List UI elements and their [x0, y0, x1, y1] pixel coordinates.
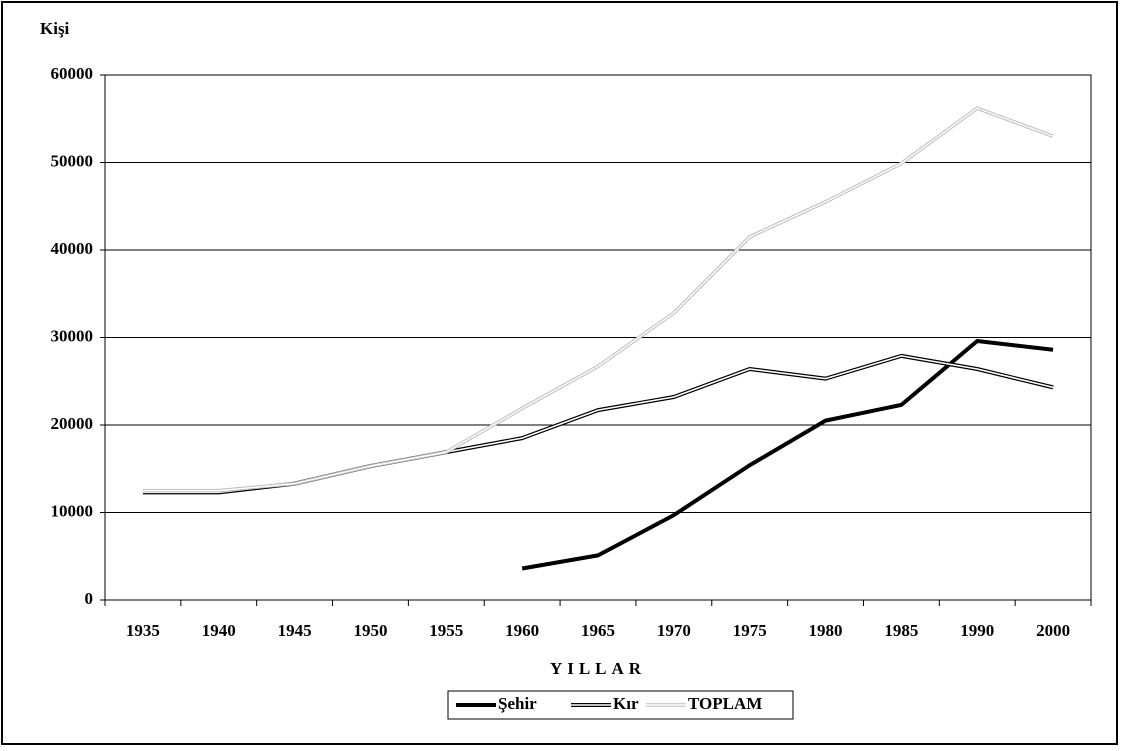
legend-label: TOPLAM	[688, 694, 762, 713]
y-tick-label: 30000	[51, 326, 94, 345]
y-tick-label: 0	[85, 589, 94, 608]
series-line	[521, 339, 1054, 571]
y-tick-label: 10000	[51, 501, 94, 520]
x-tick-label: 1965	[581, 621, 615, 640]
x-tick-label: 1945	[278, 621, 312, 640]
x-tick-label: 1980	[809, 621, 843, 640]
y-tick-label: 20000	[51, 414, 94, 433]
x-tick-label: 1975	[733, 621, 767, 640]
y-tick-label: 60000	[51, 64, 94, 83]
x-tick-label: 1960	[505, 621, 539, 640]
x-tick-label: 1990	[960, 621, 994, 640]
y-tick-label: 40000	[51, 239, 94, 258]
x-tick-label: 1970	[657, 621, 691, 640]
x-tick-label: 1985	[884, 621, 918, 640]
legend-label: Şehir	[498, 694, 537, 713]
legend	[447, 690, 794, 720]
x-tick-label: 1955	[429, 621, 463, 640]
x-tick-label: 1940	[202, 621, 236, 640]
x-tick-label: 1950	[353, 621, 387, 640]
x-axis-label: YILLAR	[550, 659, 646, 678]
y-axis-label: Kişi	[40, 19, 70, 38]
x-tick-label: 1935	[126, 621, 160, 640]
y-tick-label: 50000	[51, 151, 94, 170]
series-line-inner	[142, 107, 1054, 492]
x-tick-label: 2000	[1036, 621, 1070, 640]
legend-label: Kır	[613, 694, 639, 713]
